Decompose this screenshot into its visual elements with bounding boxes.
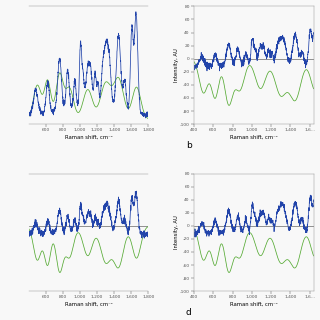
Text: b: b [186,140,192,149]
Y-axis label: Intensity, AU: Intensity, AU [173,215,179,249]
Text: d: d [186,308,192,317]
X-axis label: Raman shift, cm⁻¹: Raman shift, cm⁻¹ [230,301,278,307]
X-axis label: Raman shift, cm⁻¹: Raman shift, cm⁻¹ [65,301,113,307]
X-axis label: Raman shift, cm⁻¹: Raman shift, cm⁻¹ [230,134,278,139]
X-axis label: Raman shift, cm⁻¹: Raman shift, cm⁻¹ [65,134,113,139]
Y-axis label: Intensity, AU: Intensity, AU [173,48,179,82]
